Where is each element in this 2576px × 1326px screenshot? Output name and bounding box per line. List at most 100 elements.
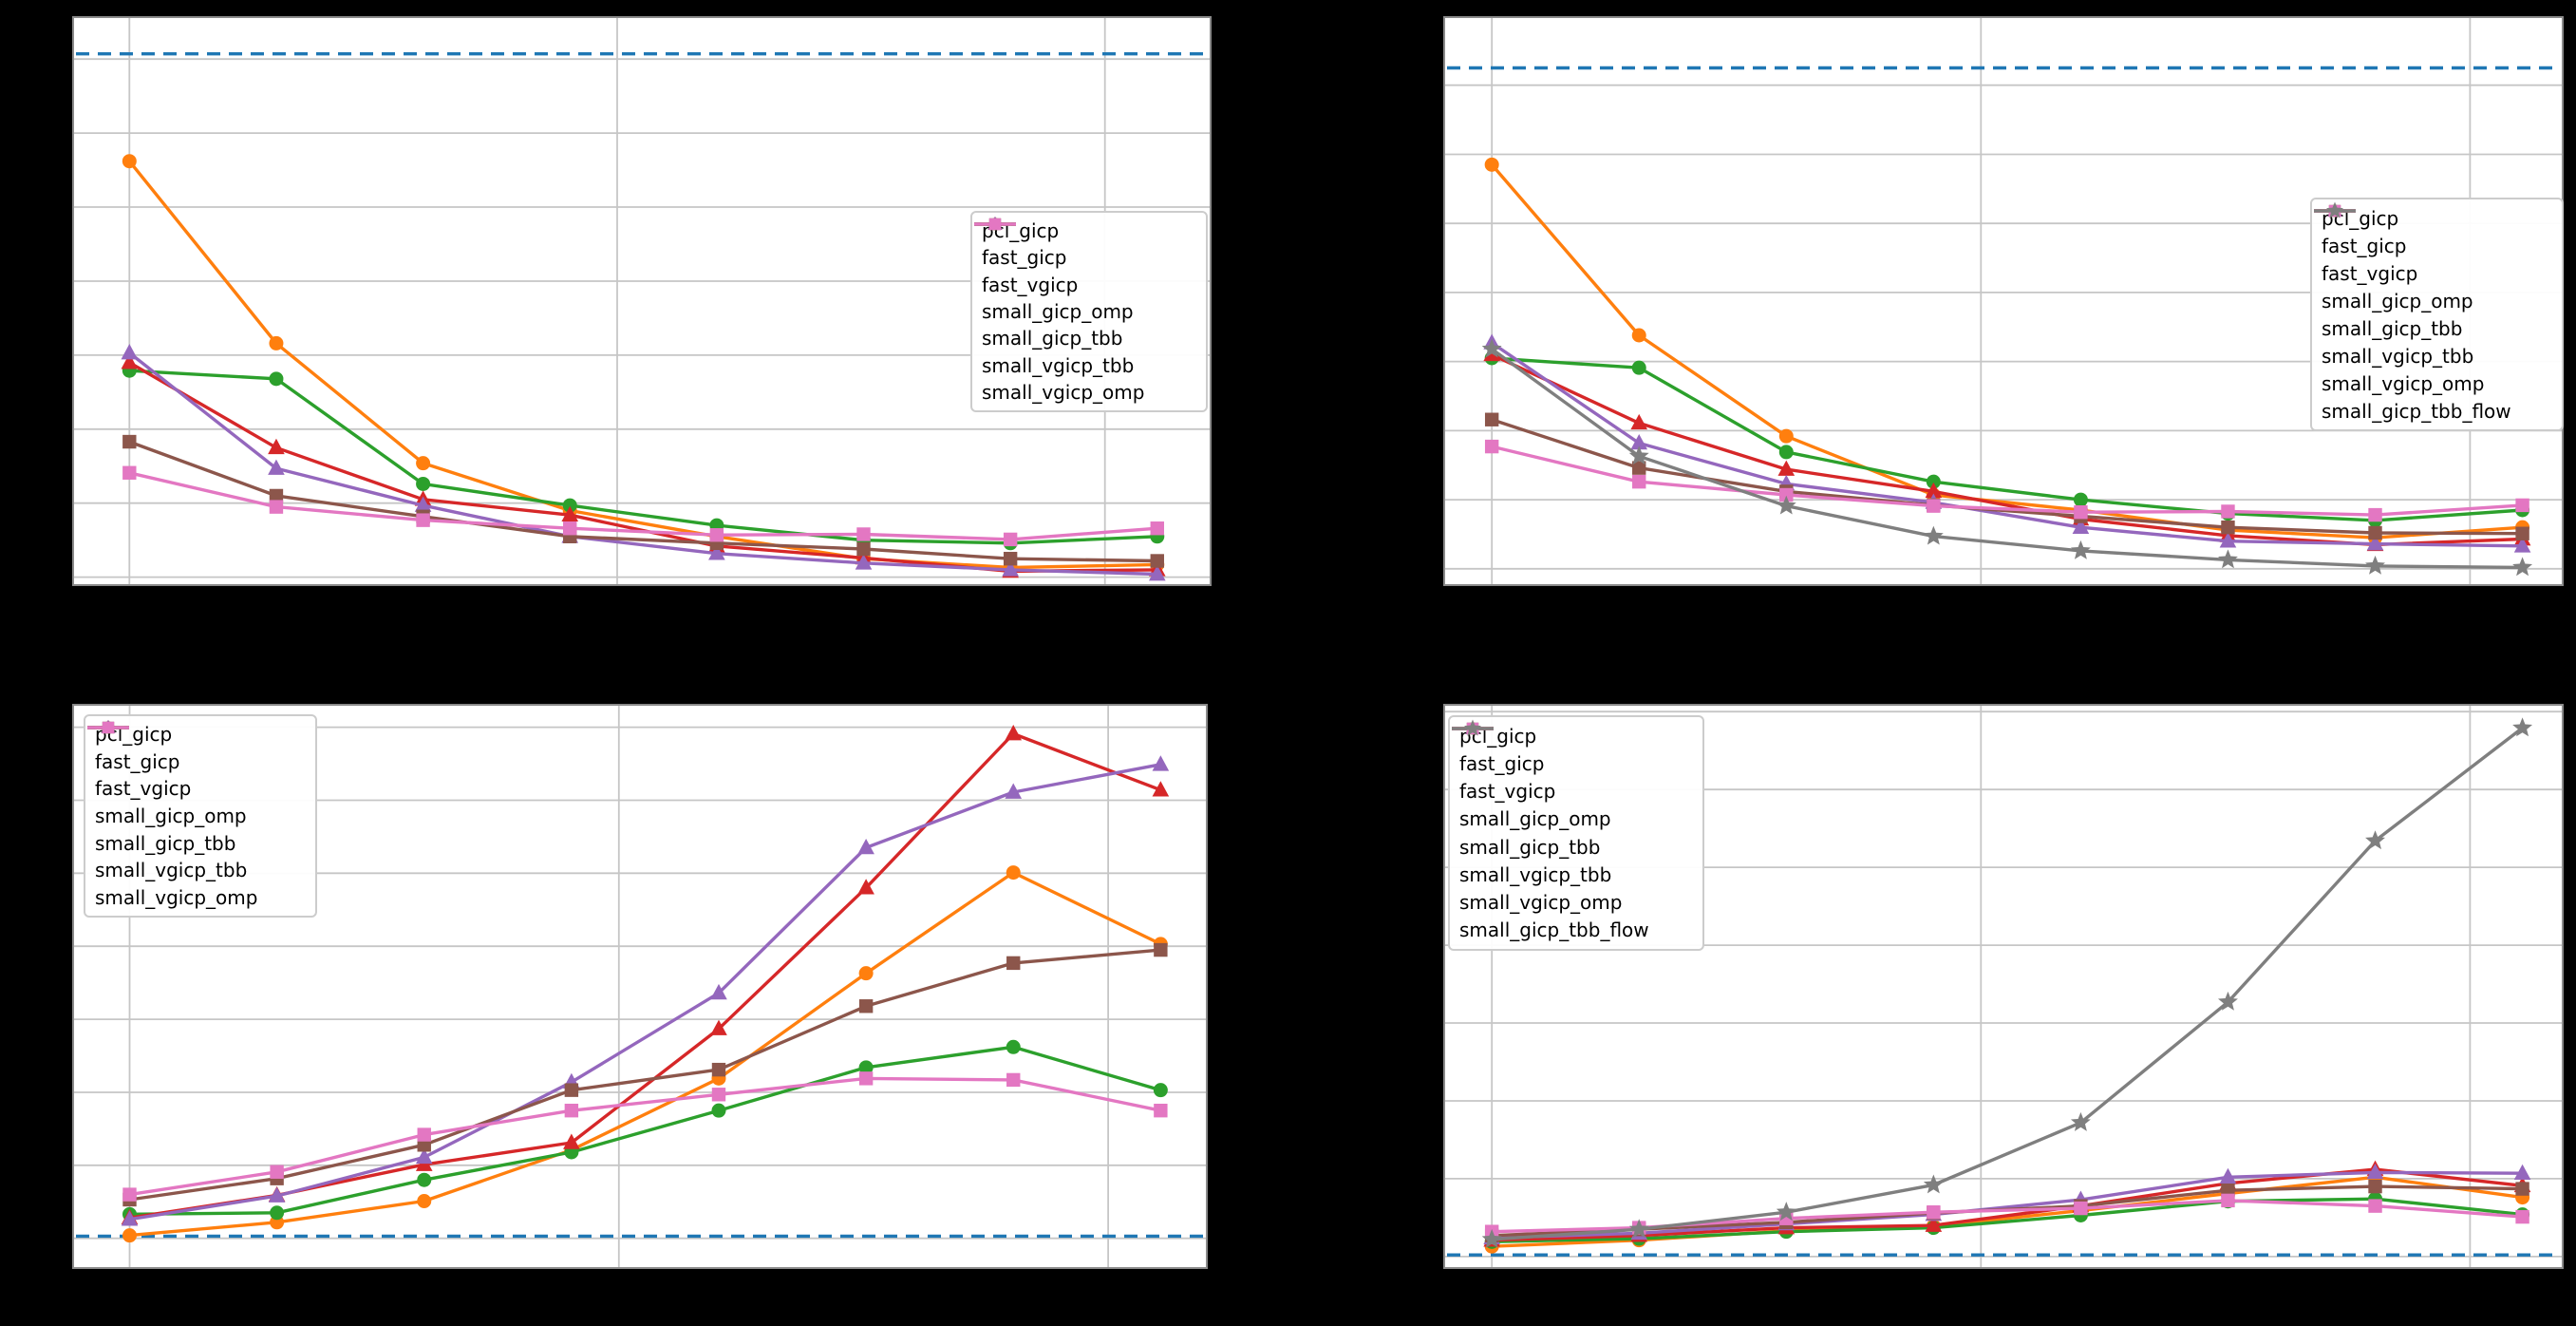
legend-sample-small_gicp_tbb_flow bbox=[2314, 201, 2356, 218]
triangle-marker-icon bbox=[563, 1133, 580, 1149]
triangle-marker-icon bbox=[1005, 783, 1023, 799]
square-marker-icon bbox=[2221, 1193, 2235, 1208]
legend-label: small_vgicp_omp bbox=[2322, 371, 2485, 395]
square-marker-icon bbox=[564, 1103, 579, 1118]
series-small_gicp_tbb-line bbox=[127, 350, 1159, 577]
square-marker-icon bbox=[1003, 532, 1018, 547]
legend-entry-small_vgicp_omp: small_vgicp_omp bbox=[2314, 204, 2552, 395]
star-marker-icon bbox=[2070, 1111, 2091, 1131]
series-fast_gicp-line bbox=[127, 870, 1163, 1238]
legend-bottom-left: pcl_gicp fast_gicp fast_vgicp small_gicp_om… bbox=[84, 714, 317, 918]
triangle-marker-icon bbox=[1005, 725, 1023, 741]
triangle-marker-icon bbox=[1152, 755, 1170, 771]
square-marker-icon bbox=[1484, 412, 1499, 426]
triangle-marker-icon bbox=[268, 1186, 286, 1203]
legend-top-left: pcl_gicp fast_gicp fast_vgicp small_gicp_om… bbox=[970, 211, 1208, 412]
legend-entry-fast_gicp: fast_gicp bbox=[87, 721, 306, 773]
triangle-marker-icon bbox=[2219, 1167, 2237, 1184]
series-fast_vgicp-line bbox=[127, 1045, 1163, 1216]
legend-label: small_vgicp_tbb bbox=[1459, 862, 1612, 886]
legend-label: fast_vgicp bbox=[1459, 780, 1556, 804]
circle-marker-icon bbox=[1778, 428, 1794, 444]
circle-marker-icon bbox=[269, 371, 284, 387]
star-marker-icon bbox=[2326, 201, 2343, 218]
square-marker-icon bbox=[2368, 1199, 2382, 1213]
square-marker-icon bbox=[2074, 504, 2088, 520]
star-marker-icon bbox=[1628, 445, 1649, 465]
legend-entry-small_gicp_tbb: small_gicp_tbb bbox=[87, 719, 306, 855]
legend-entry-small_gicp_omp: small_gicp_omp bbox=[2314, 202, 2552, 311]
legend-entry-fast_vgicp: fast_vgicp bbox=[2314, 204, 2552, 285]
legend-top-right: pcl_gicp fast_gicp fast_vgicp small_gicp_om… bbox=[2310, 198, 2564, 431]
legend-entry-small_vgicp_tbb: small_vgicp_tbb bbox=[1452, 722, 1693, 886]
circle-marker-icon bbox=[1926, 474, 1941, 489]
square-marker-icon bbox=[1484, 439, 1499, 454]
square-marker-icon bbox=[1632, 474, 1646, 489]
legend-label: small_gicp_omp bbox=[95, 804, 247, 827]
legend-label: fast_vgicp bbox=[2322, 261, 2418, 285]
series-small_gicp_tbb-line bbox=[1490, 341, 2525, 548]
square-marker-icon bbox=[711, 1088, 726, 1102]
square-marker-icon bbox=[856, 541, 871, 557]
series-small_gicp_tbb-line bbox=[127, 763, 1163, 1222]
legend-label: fast_gicp bbox=[1459, 751, 1545, 775]
triangle-marker-icon bbox=[1148, 565, 1166, 581]
square-marker-icon bbox=[270, 1165, 284, 1179]
triangle-marker-icon bbox=[2513, 537, 2531, 553]
star-marker-icon bbox=[1481, 338, 1502, 358]
legend-entry-small_vgicp_tbb: small_vgicp_tbb bbox=[2314, 204, 2552, 368]
square-marker-icon bbox=[1006, 956, 1021, 971]
triangle-marker-icon bbox=[414, 496, 432, 512]
square-marker-icon bbox=[709, 528, 724, 542]
triangle-marker-icon bbox=[1002, 560, 1019, 577]
circle-marker-icon bbox=[562, 498, 577, 513]
series-fast_vgicp-line bbox=[127, 369, 1159, 545]
legend-label: small_vgicp_tbb bbox=[2322, 344, 2474, 368]
legend-entry-small_vgicp_omp: small_vgicp_omp bbox=[87, 721, 306, 907]
plot-border bbox=[1443, 704, 2564, 1269]
triangle-marker-icon bbox=[2366, 535, 2384, 551]
legend-label: small_gicp_tbb_flow bbox=[1459, 919, 1649, 942]
legend-entry-small_vgicp_tbb: small_vgicp_tbb bbox=[974, 218, 1196, 375]
star-marker-icon bbox=[1923, 525, 1944, 545]
legend-label: pcl_gicp bbox=[95, 723, 173, 747]
series-small_gicp_tbb-line bbox=[1490, 1170, 2525, 1240]
triangle-marker-icon bbox=[268, 438, 285, 455]
triangle-marker-icon bbox=[857, 838, 874, 855]
square-marker-icon bbox=[2368, 525, 2382, 540]
legend-label: fast_vgicp bbox=[95, 777, 192, 801]
legend-label: small_gicp_tbb bbox=[95, 831, 236, 855]
triangle-marker-icon bbox=[2366, 1163, 2384, 1180]
legend-label: small_gicp_tbb bbox=[1459, 835, 1601, 859]
series-small_gicp_tbb_flow-line bbox=[1490, 726, 2525, 1241]
square-marker-icon bbox=[1927, 499, 1941, 513]
circle-marker-icon bbox=[270, 1205, 285, 1221]
series-fast_gicp-line bbox=[1490, 162, 2525, 540]
triangle-marker-icon bbox=[1152, 781, 1170, 797]
legend-sample-small_gicp_tbb_flow bbox=[1452, 719, 1494, 736]
legend-label: small_gicp_omp bbox=[982, 299, 1134, 323]
legend-label: small_gicp_tbb_flow bbox=[2322, 399, 2511, 423]
star-marker-icon bbox=[1464, 719, 1481, 736]
square-marker-icon bbox=[2221, 520, 2235, 535]
legend-label: fast_gicp bbox=[2322, 234, 2407, 257]
triangle-marker-icon bbox=[2513, 1164, 2531, 1180]
square-marker-icon bbox=[1006, 1072, 1021, 1088]
legend-entry-fast_gicp: fast_gicp bbox=[2314, 204, 2552, 257]
square-marker-icon bbox=[102, 721, 115, 734]
triangle-marker-icon bbox=[2219, 532, 2237, 548]
legend-label: fast_gicp bbox=[95, 749, 180, 773]
circle-marker-icon bbox=[269, 335, 284, 350]
legend-label: pcl_gicp bbox=[982, 219, 1060, 243]
triangle-marker-icon bbox=[268, 459, 285, 475]
triangle-marker-icon bbox=[1925, 1216, 1943, 1232]
circle-marker-icon bbox=[2073, 492, 2088, 507]
circle-marker-icon bbox=[417, 1194, 432, 1209]
legend-label: small_vgicp_tbb bbox=[95, 859, 248, 882]
triangle-marker-icon bbox=[561, 505, 579, 521]
circle-marker-icon bbox=[122, 1228, 137, 1243]
legend-label: small_vgicp_omp bbox=[1459, 891, 1623, 915]
star-marker-icon bbox=[1481, 1228, 1502, 1248]
legend-entry-small_vgicp_omp: small_vgicp_omp bbox=[974, 218, 1196, 402]
